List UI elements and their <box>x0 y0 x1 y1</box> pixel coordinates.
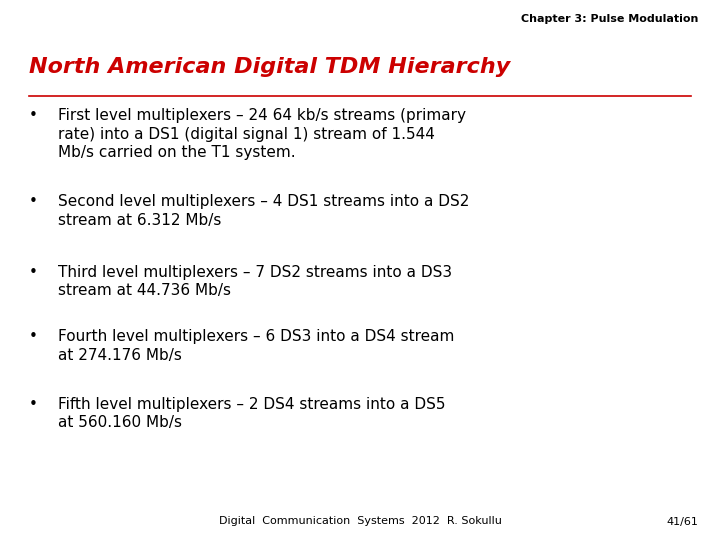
Text: North American Digital TDM Hierarchy: North American Digital TDM Hierarchy <box>29 57 510 77</box>
Text: •: • <box>29 397 37 412</box>
Text: First level multiplexers – 24 64 kb/s streams (primary
rate) into a DS1 (digital: First level multiplexers – 24 64 kb/s st… <box>58 108 466 160</box>
Text: Digital  Communication  Systems  2012  R. Sokullu: Digital Communication Systems 2012 R. So… <box>219 516 501 526</box>
Text: •: • <box>29 329 37 345</box>
Text: •: • <box>29 265 37 280</box>
Text: Second level multiplexers – 4 DS1 streams into a DS2
stream at 6.312 Mb/s: Second level multiplexers – 4 DS1 stream… <box>58 194 469 228</box>
Text: Third level multiplexers – 7 DS2 streams into a DS3
stream at 44.736 Mb/s: Third level multiplexers – 7 DS2 streams… <box>58 265 451 298</box>
Text: Chapter 3: Pulse Modulation: Chapter 3: Pulse Modulation <box>521 14 698 24</box>
Text: •: • <box>29 108 37 123</box>
Text: 41/61: 41/61 <box>667 516 698 526</box>
Text: Fourth level multiplexers – 6 DS3 into a DS4 stream
at 274.176 Mb/s: Fourth level multiplexers – 6 DS3 into a… <box>58 329 454 363</box>
Text: Fifth level multiplexers – 2 DS4 streams into a DS5
at 560.160 Mb/s: Fifth level multiplexers – 2 DS4 streams… <box>58 397 445 430</box>
Text: •: • <box>29 194 37 210</box>
